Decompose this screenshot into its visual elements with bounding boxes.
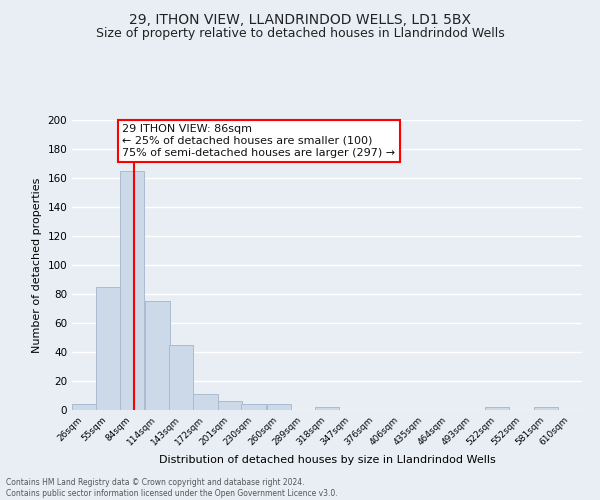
Bar [72, 404, 96, 410]
Y-axis label: Number of detached properties: Number of detached properties [32, 178, 42, 352]
Text: 29 ITHON VIEW: 86sqm
← 25% of detached houses are smaller (100)
75% of semi-deta: 29 ITHON VIEW: 86sqm ← 25% of detached h… [122, 124, 395, 158]
Bar [266, 404, 291, 410]
Bar [534, 407, 558, 410]
Bar [169, 345, 193, 410]
Bar [241, 404, 266, 410]
Bar [315, 407, 339, 410]
Text: Size of property relative to detached houses in Llandrindod Wells: Size of property relative to detached ho… [95, 28, 505, 40]
Bar [145, 301, 170, 410]
Text: Contains HM Land Registry data © Crown copyright and database right 2024.
Contai: Contains HM Land Registry data © Crown c… [6, 478, 338, 498]
Bar [485, 407, 509, 410]
Bar [96, 287, 120, 410]
Bar [120, 171, 145, 410]
Bar [193, 394, 218, 410]
X-axis label: Distribution of detached houses by size in Llandrindod Wells: Distribution of detached houses by size … [158, 456, 496, 466]
Text: 29, ITHON VIEW, LLANDRINDOD WELLS, LD1 5BX: 29, ITHON VIEW, LLANDRINDOD WELLS, LD1 5… [129, 12, 471, 26]
Bar [218, 402, 242, 410]
